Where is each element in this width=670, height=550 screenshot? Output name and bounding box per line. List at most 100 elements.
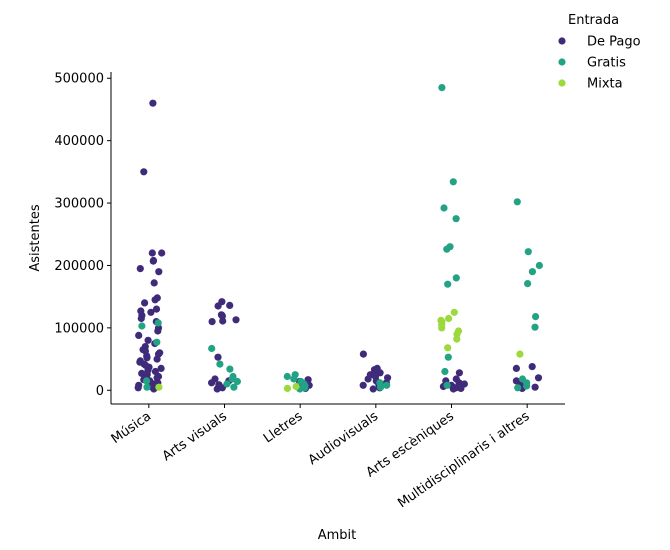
x-ticks: Música Arts visuals Lletres AudiovisualsArt…: [109, 404, 533, 511]
data-point: [143, 354, 151, 362]
x-tick-label: Multidisciplinaris i altres: [395, 409, 532, 511]
data-point: [232, 316, 240, 324]
x-axis-label: Ambit: [318, 528, 357, 543]
legend-label: Mixta: [587, 77, 623, 92]
data-point: [455, 369, 463, 377]
data-point: [535, 261, 544, 270]
legend-label: Gratis: [587, 56, 626, 71]
data-point: [532, 313, 540, 321]
data-point: [292, 382, 300, 391]
data-point: [216, 360, 224, 368]
data-point: [213, 385, 221, 393]
data-point: [443, 381, 451, 389]
data-point: [143, 383, 151, 391]
legend-marker: [558, 37, 566, 45]
data-point: [138, 322, 146, 330]
y-axis-label: Asistentes: [28, 204, 43, 271]
data-point: [135, 331, 143, 339]
data-point: [441, 367, 449, 376]
y-tick-label: 300000: [54, 197, 104, 212]
data-point: [369, 385, 377, 393]
data-point: [453, 335, 461, 343]
data-point: [523, 382, 531, 390]
data-point: [531, 323, 539, 331]
data-point: [142, 377, 151, 385]
data-point: [438, 324, 446, 332]
data-point: [233, 377, 241, 386]
data-point: [444, 353, 452, 361]
data-point: [290, 375, 298, 383]
legend-marker: [558, 58, 566, 66]
data-point: [445, 314, 453, 323]
data-point: [219, 317, 227, 325]
data-point: [444, 344, 452, 352]
data-point: [208, 318, 216, 326]
data-point: [444, 280, 452, 288]
data-point: [438, 84, 446, 92]
data-point: [144, 336, 152, 344]
data-point: [153, 355, 161, 363]
data-point: [149, 257, 157, 265]
data-point: [137, 314, 145, 323]
data-point: [531, 383, 539, 391]
data-point: [524, 248, 532, 256]
y-tick-label: 0: [96, 384, 104, 399]
legend-label: De Pago: [587, 35, 641, 50]
y-tick-label: 500000: [54, 72, 104, 87]
data-point: [214, 302, 222, 310]
data-point: [138, 369, 146, 377]
data-point: [359, 350, 367, 358]
data-point: [534, 374, 543, 382]
data-point: [528, 268, 537, 276]
data-point: [155, 268, 163, 276]
data-point: [383, 381, 391, 389]
x-tick-label: Música: [109, 409, 154, 447]
data-point: [512, 364, 521, 372]
data-point: [208, 344, 216, 353]
data-point: [154, 327, 162, 335]
data-point: [141, 299, 149, 307]
data-point: [154, 319, 162, 327]
data-point: [150, 279, 158, 287]
y-ticks: 0 100000 200000 300000 400000 500000: [54, 72, 111, 399]
data-point: [359, 381, 367, 389]
data-point: [524, 280, 532, 288]
x-tick-label: Lletres: [261, 409, 306, 447]
data-point: [443, 245, 451, 253]
data-point: [140, 168, 148, 176]
data-point: [151, 296, 159, 304]
data-point: [226, 301, 234, 309]
data-point: [528, 363, 536, 371]
legend-entries: De Pago Gratis Mixta: [558, 35, 641, 92]
data-point: [155, 383, 163, 391]
data-point: [440, 204, 448, 212]
data-point: [152, 305, 161, 313]
data-point: [449, 385, 457, 393]
data-point: [136, 265, 144, 273]
y-tick-label: 400000: [54, 134, 104, 149]
legend-marker: [558, 79, 566, 87]
data-point: [283, 384, 291, 392]
data-point: [208, 379, 216, 387]
data-point: [364, 375, 372, 383]
data-point: [147, 308, 155, 316]
data-point: [214, 353, 222, 361]
data-point: [134, 384, 142, 392]
data-point: [513, 198, 521, 206]
x-tick-label: Audiovisuals: [306, 409, 382, 468]
data-point: [153, 338, 161, 346]
y-tick-label: 200000: [54, 259, 104, 274]
data-point: [450, 308, 458, 316]
data-point: [516, 350, 524, 358]
y-tick-label: 100000: [54, 321, 104, 336]
data-point: [226, 365, 234, 373]
legend: Entrada De Pago Gratis Mixta: [558, 13, 641, 92]
data-point: [230, 383, 238, 391]
data-point: [514, 384, 522, 392]
data-point: [148, 249, 156, 257]
data-point: [149, 99, 157, 107]
data-point: [452, 215, 460, 223]
data-point: [452, 274, 460, 282]
x-tick-label: Arts visuals: [160, 409, 230, 464]
